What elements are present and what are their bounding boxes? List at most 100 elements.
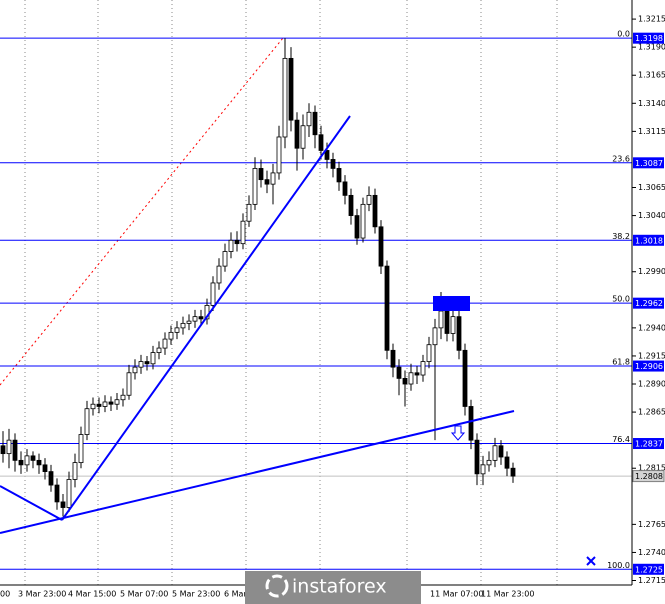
candle-body — [504, 456, 510, 469]
candle-body — [498, 445, 504, 458]
y-tick-label: 1.3190 — [638, 43, 665, 52]
candle-body — [486, 459, 492, 466]
fib-price-box — [633, 563, 664, 575]
y-tick-label: 1.2715 — [638, 576, 665, 585]
x-tick-label: 3 Mar 23:00 — [18, 590, 66, 599]
y-tick-label: 1.3140 — [638, 99, 665, 108]
fib-level-label: 0.0 — [617, 30, 630, 39]
candle-body — [252, 168, 258, 205]
candle-body — [510, 467, 516, 477]
candle-body — [438, 310, 444, 329]
cross-mark — [586, 556, 596, 566]
candle-body — [48, 471, 54, 486]
y-tick-label: 1.2865 — [638, 408, 665, 417]
grid — [24, 0, 558, 585]
candle-body — [456, 316, 462, 351]
x-tick-label: 5 Mar 23:00 — [172, 590, 220, 599]
candle-body — [102, 401, 108, 407]
fib-price-label: 1.2725 — [635, 565, 663, 574]
candle-body — [120, 394, 126, 401]
candle-body — [114, 399, 120, 405]
candle-body — [378, 226, 384, 267]
fib-price-box — [633, 234, 664, 246]
candle-body — [480, 464, 486, 475]
candle-body — [24, 455, 30, 466]
candle-body — [156, 347, 162, 353]
candle-body — [96, 403, 102, 407]
y-tick-label: 1.2940 — [638, 323, 665, 332]
highlight-box — [433, 296, 470, 311]
watermark-text: instaforex — [292, 576, 387, 598]
candle-body — [18, 459, 24, 466]
y-tick-label: 1.3065 — [638, 183, 665, 192]
fib-level-label: 100.0 — [607, 561, 630, 570]
candle-body — [432, 327, 438, 346]
candle-body — [318, 134, 324, 151]
fib-price-label: 1.3018 — [635, 236, 663, 245]
fib-level-label: 76.4 — [612, 435, 630, 444]
candle-body — [366, 194, 372, 205]
y-tick-label: 1.2890 — [638, 380, 665, 389]
candle-body — [60, 501, 66, 508]
candle-body — [294, 119, 300, 149]
fib-level-label: 61.8 — [612, 358, 630, 367]
candle-body — [186, 320, 192, 324]
candle-body — [306, 111, 312, 127]
trend-line — [61, 115, 351, 521]
x-tick-label: 5 Mar 07:00 — [120, 590, 168, 599]
candle-body — [462, 349, 468, 407]
y-tick-label: 1.3040 — [638, 211, 665, 220]
fib-price-label: 1.3087 — [635, 159, 663, 168]
trend-line — [0, 410, 515, 534]
candle-body — [180, 322, 186, 329]
candle-body — [342, 181, 348, 196]
y-tick-label: 1.2915 — [638, 351, 665, 360]
watermark: instaforex — [245, 571, 421, 604]
candle-body — [198, 316, 204, 320]
candle-body — [192, 316, 198, 322]
candle-body — [168, 331, 174, 340]
x-tick-label: 11 Mar 07:00 — [430, 590, 483, 599]
x-tick-label: 11 Mar 23:00 — [481, 590, 534, 599]
fib-price-label: 1.3198 — [635, 34, 663, 43]
y-tick-label: 1.2990 — [638, 267, 665, 276]
candle-body — [66, 479, 72, 508]
y-tick-label: 1.3165 — [638, 71, 665, 80]
candle-body — [108, 401, 114, 405]
fib-level-label: 23.6 — [612, 154, 630, 163]
candle-body — [270, 172, 276, 185]
current-price-label: 1.2808 — [635, 472, 663, 481]
fib-price-box — [633, 157, 664, 169]
candle-body — [132, 366, 138, 374]
candle-body — [138, 361, 144, 368]
candle-body — [30, 455, 36, 461]
candle-body — [72, 462, 78, 480]
candle-body — [162, 338, 168, 349]
fib-price-label: 1.2906 — [635, 362, 663, 371]
candle-body — [126, 372, 132, 396]
candle-body — [282, 57, 288, 138]
candle-body — [6, 439, 12, 455]
candle-body — [348, 194, 354, 216]
trend-line — [0, 485, 63, 521]
candle-body — [264, 179, 270, 185]
candle-body — [324, 150, 330, 160]
candle-body — [408, 372, 414, 385]
y-tick-label: 1.2765 — [638, 520, 665, 529]
y-tick-label: 1.2740 — [638, 548, 665, 557]
candle-body — [246, 203, 252, 222]
current-price-box — [632, 470, 665, 483]
x-tick-label: 00 — [0, 590, 10, 599]
y-tick-label: 1.3115 — [638, 127, 665, 136]
candle-body — [474, 439, 480, 475]
candle-body — [414, 372, 420, 376]
candle-body — [312, 111, 318, 136]
candle-body — [210, 282, 216, 306]
y-tick-label: 1.3215 — [638, 15, 665, 24]
candle-body — [258, 168, 264, 181]
candle-body — [54, 484, 60, 503]
candle-body — [336, 168, 342, 183]
